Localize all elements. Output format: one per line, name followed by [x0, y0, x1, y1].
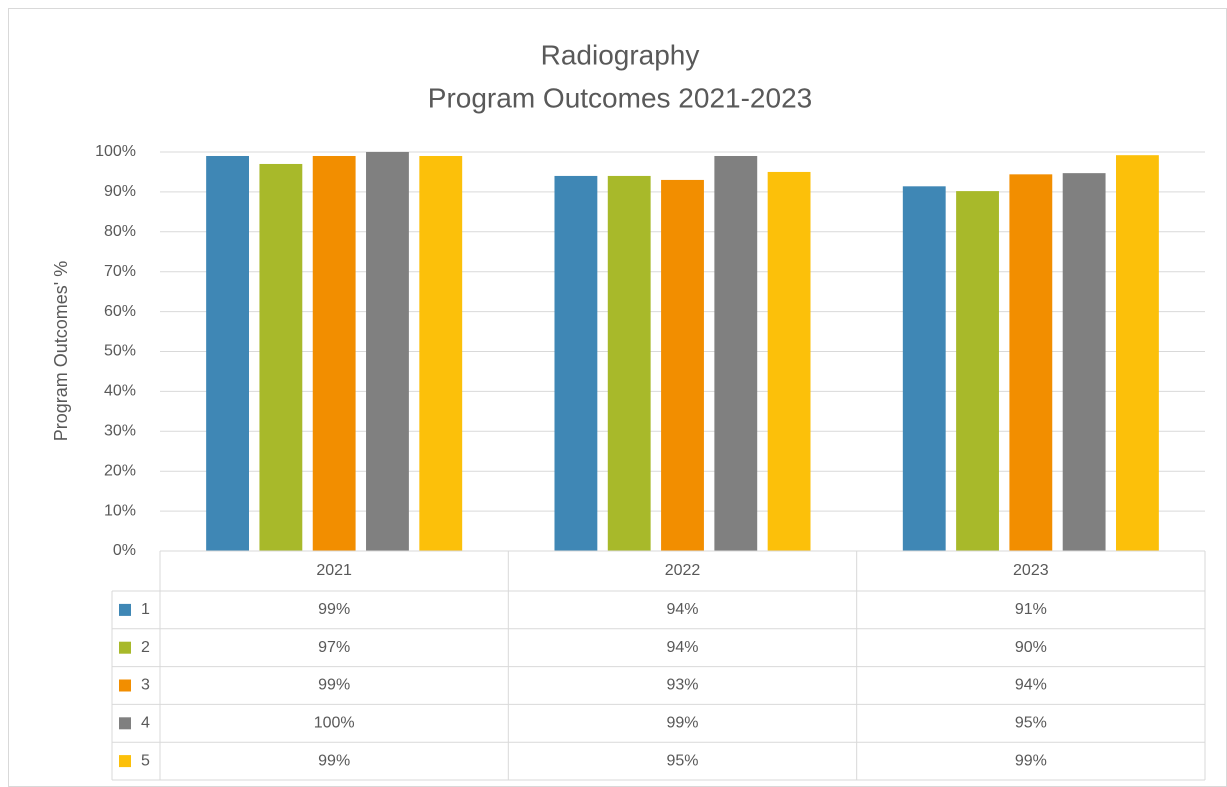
table-value: 90% [1015, 639, 1047, 656]
bar [902, 186, 946, 551]
legend-swatch [119, 679, 131, 692]
bar [259, 163, 303, 551]
bar [956, 191, 999, 552]
legend-swatch [119, 755, 131, 768]
legend-label: 4 [141, 715, 150, 732]
table-value: 99% [318, 752, 350, 769]
bar [767, 171, 811, 551]
x-tick-label: 2021 [316, 562, 352, 579]
legend-label: 1 [141, 601, 150, 618]
y-tick-label: 40% [104, 383, 136, 400]
table-value: 94% [1015, 677, 1047, 694]
table-value: 94% [666, 601, 698, 618]
bar [312, 155, 356, 552]
table-value: 95% [1015, 715, 1047, 732]
y-tick-label: 20% [104, 462, 136, 479]
bar [661, 179, 704, 551]
legend-label: 5 [141, 752, 150, 769]
table-value: 95% [666, 752, 698, 769]
y-tick-label: 50% [104, 343, 136, 360]
table-value: 99% [1015, 752, 1047, 769]
table-value: 100% [314, 715, 355, 732]
table-value: 91% [1015, 601, 1047, 618]
chart-title: Radiography [541, 39, 700, 70]
y-tick-label: 0% [113, 542, 136, 559]
bar [714, 155, 758, 552]
chart-title: Program Outcomes 2021-2023 [428, 82, 812, 113]
bar [366, 152, 409, 551]
legend-swatch [119, 641, 131, 654]
bar [206, 155, 249, 552]
table-value: 93% [666, 677, 698, 694]
x-tick-label: 2023 [1013, 562, 1049, 579]
table-value: 97% [318, 639, 350, 656]
legend-swatch [119, 717, 131, 730]
table-value: 99% [318, 601, 350, 618]
bar [1009, 174, 1053, 551]
bar [1062, 173, 1106, 551]
y-tick-label: 30% [104, 423, 136, 440]
y-tick-label: 70% [104, 263, 136, 280]
bar [419, 155, 463, 552]
bar [1116, 155, 1159, 551]
y-tick-label: 80% [104, 223, 136, 240]
legend-swatch [119, 603, 131, 616]
table-value: 99% [666, 715, 698, 732]
legend-label: 2 [141, 639, 150, 656]
table-value: 94% [666, 639, 698, 656]
y-tick-label: 90% [104, 183, 136, 200]
y-tick-label: 10% [104, 502, 136, 519]
table-value: 99% [318, 677, 350, 694]
y-tick-label: 60% [104, 303, 136, 320]
y-tick-label: 100% [95, 143, 136, 160]
bar [607, 175, 651, 551]
legend-label: 3 [141, 677, 150, 694]
x-tick-label: 2022 [665, 562, 701, 579]
y-axis-title: Program Outcomes' % [51, 261, 71, 442]
bar [554, 175, 598, 551]
